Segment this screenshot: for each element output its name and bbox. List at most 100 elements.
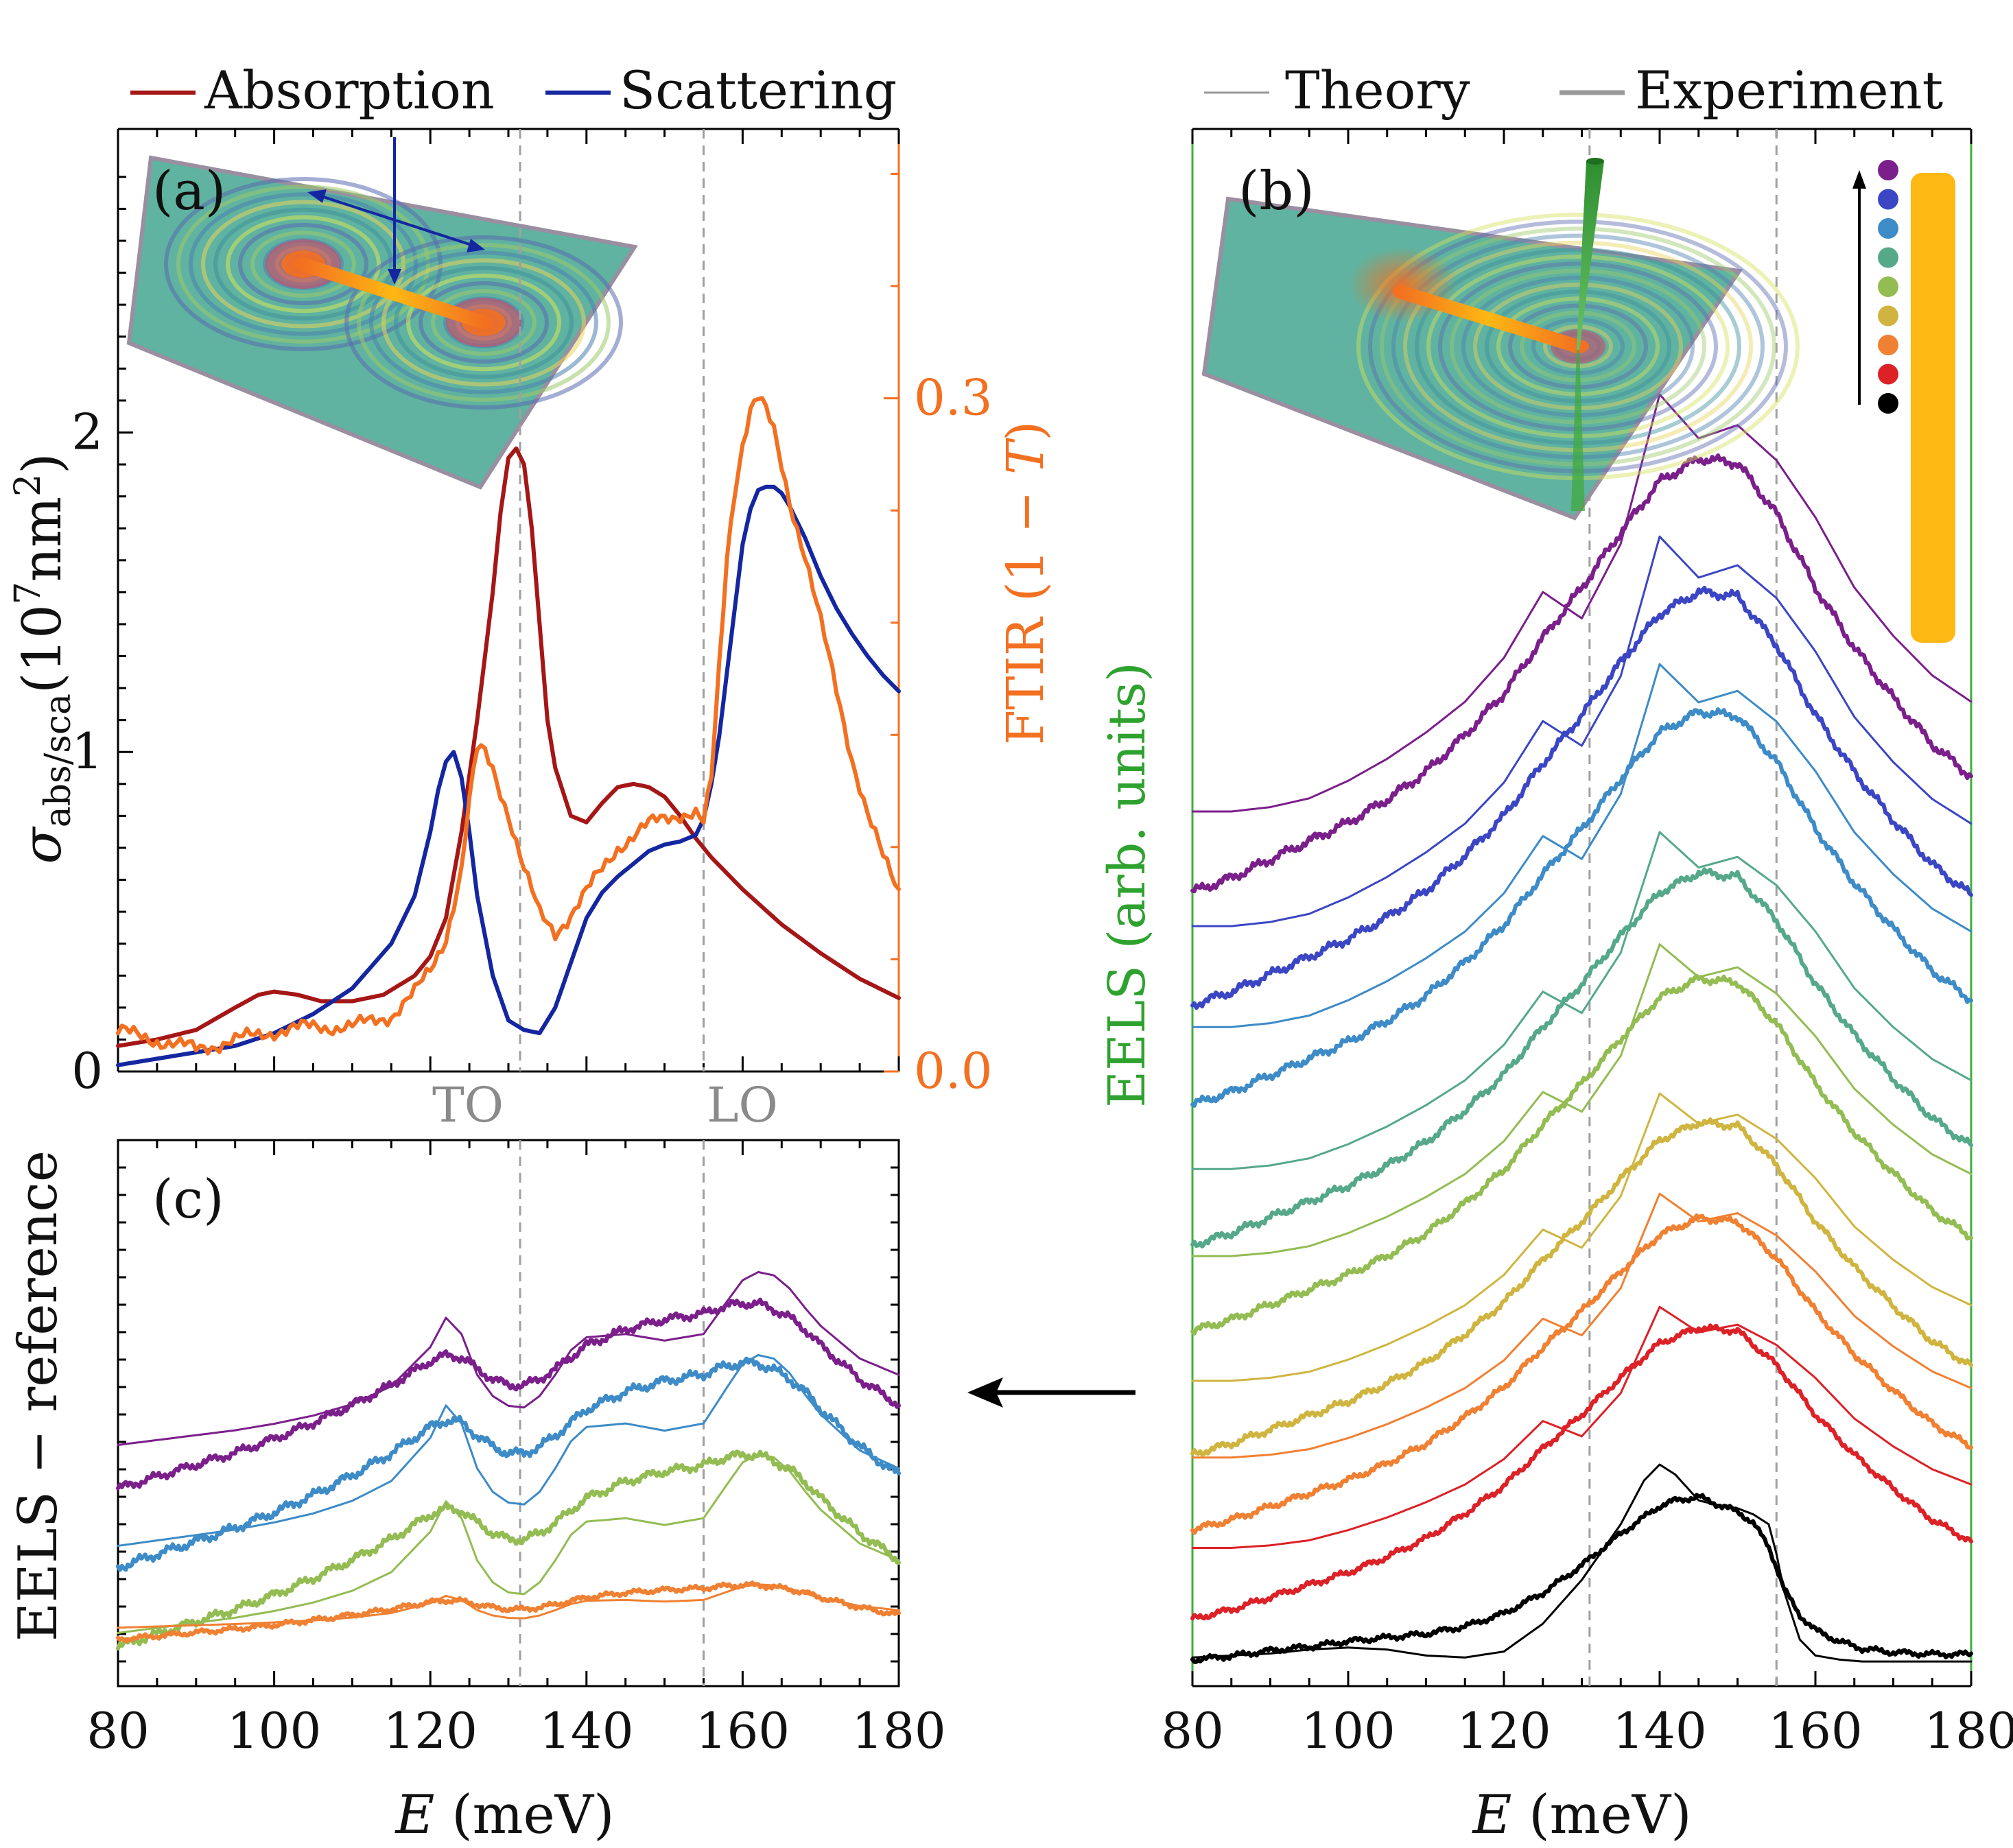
panel-b-experiment-trace: [1190, 973, 1973, 1336]
panel-b-experiment-trace: [1190, 707, 1973, 1108]
legend-absorption-label: Absorption: [204, 60, 495, 121]
panel-b-inset-electron-beam-exit: [1571, 350, 1585, 511]
panel-b-x-tick-label: 120: [1457, 1702, 1551, 1760]
position-dot: [1878, 305, 1898, 327]
panel-b-x-tick-label: 100: [1301, 1702, 1395, 1760]
panel-a-inset-incident-arrow-head: [388, 269, 401, 285]
panel-b-position-marker: [1852, 160, 1955, 643]
panel-b-x-tick-label: 160: [1768, 1702, 1862, 1760]
panel-a-inset-illustration: [126, 137, 638, 490]
panel-b-theory-trace: [1191, 1463, 1973, 1663]
position-arrow-head: [1852, 170, 1866, 189]
panel-c-tag: (c): [152, 1169, 224, 1231]
panel-c-experiment-trace: [116, 1449, 901, 1650]
panel-c-experiment-trace: [116, 1297, 901, 1491]
panel-b-experiment-trace: [1190, 453, 1973, 894]
panel-b-y-axis-title: EELS (arb. units): [1098, 662, 1157, 1108]
panel-b-theory-trace: [1191, 943, 1973, 1257]
panel-a-series-scattering: [116, 484, 901, 1067]
panel-a-y2-tick-label: 0.3: [914, 369, 993, 427]
panel-b-experiment-trace: [1190, 1117, 1973, 1457]
panel-b-inset-rod: [1393, 285, 1585, 353]
panel-b-x-tick-label: 140: [1612, 1702, 1706, 1760]
panel-a-inset-rod: [295, 257, 491, 329]
panel-b-theory-trace: [1191, 535, 1973, 927]
panel-a-inset-ring: [250, 230, 356, 298]
position-dot: [1878, 364, 1898, 385]
panel-a-inset-ring: [344, 235, 623, 410]
panel-b-theory-trace: [1191, 1092, 1973, 1382]
panel-a-inset-ring: [164, 177, 443, 351]
panel-b-theory-trace: [1191, 1305, 1973, 1549]
position-dot: [1878, 335, 1898, 355]
panel-c-y-axis-title: EELS − reference: [8, 1150, 69, 1642]
panel-a-inset-polarization-arrow-head-right: [467, 239, 485, 252]
panel-b-theory-trace: [1191, 393, 1973, 813]
panel-a-inset-ring: [238, 222, 368, 306]
panel-a-inset-ring: [213, 207, 393, 321]
panel-a-series-ftir: [116, 396, 901, 1056]
position-dot: [1878, 276, 1898, 297]
panel-a-inset-ring: [381, 258, 586, 387]
panel-a-inset-ring: [394, 265, 574, 379]
panel-a-inset-ring: [406, 273, 561, 372]
panel-c-x-tick-label: 160: [696, 1702, 790, 1760]
legend-theory-label: Theory: [1285, 60, 1470, 121]
panel-b-x-tick-label: 80: [1161, 1702, 1224, 1760]
panel-a: Absorption Scattering 0 1 2 0.0 0.3 (a) TO L…: [8, 60, 1055, 1133]
panel-a-inset-polarization-arrow-head-left: [307, 189, 327, 203]
panel-b-inset-illustration: [1201, 158, 1800, 521]
panel-a-inset-ring: [357, 243, 611, 402]
panel-a-y-axis-title: σabs/sca(107nm2): [8, 453, 79, 864]
position-dot: [1878, 189, 1898, 210]
panel-a-inset-polarization-arrow: [318, 194, 474, 247]
panel-b-theory-trace: [1191, 1192, 1973, 1459]
panel-b: Theory Experiment 80 100 120 140 160 180 (b) …: [1098, 60, 2013, 1846]
panel-b-experiment-trace: [1190, 585, 1973, 1010]
panel-b-tag: (b): [1238, 161, 1315, 222]
panel-c-experiment-trace: [116, 1580, 901, 1644]
panel-a-inset-ring: [369, 250, 598, 394]
panel-a-lo-label: LO: [707, 1077, 778, 1133]
panel-a-y-tick-label: 0: [71, 1042, 103, 1100]
panel-a-to-label: TO: [432, 1077, 504, 1133]
panel-b-rod-bar: [1911, 173, 1955, 643]
panel-b-experiment-trace: [1190, 867, 1973, 1248]
panel-a-axes: 0 1 2 0.0 0.3: [71, 128, 993, 1100]
panel-b-x-tick-label: 180: [1924, 1702, 2013, 1760]
panel-b-inset-beam-aperture: [1586, 158, 1604, 165]
position-dots: [1878, 160, 1898, 414]
panel-a-tag: (a): [152, 161, 226, 222]
panel-a-y2-tick-label: 0.0: [914, 1042, 993, 1100]
panel-b-legend: Theory Experiment: [1204, 60, 1943, 121]
position-dot: [1878, 160, 1898, 180]
panel-a-y2-axis-title: FTIR (1 − T): [996, 421, 1055, 745]
panel-b-experiment-trace: [1190, 1493, 1973, 1664]
b-to-c-arrow: [967, 1377, 1135, 1408]
legend-scattering-label: Scattering: [620, 60, 897, 121]
panel-a-legend: Absorption Scattering: [130, 60, 897, 121]
panel-a-inset-ring: [226, 215, 381, 313]
panel-c-x-tick-label: 100: [227, 1702, 321, 1760]
position-dot: [1878, 247, 1898, 268]
panel-c-x-tick-label: 80: [86, 1702, 150, 1760]
panel-a-y-tick-label: 2: [71, 403, 103, 460]
panel-c-experiment-trace: [116, 1356, 901, 1572]
position-dot: [1878, 218, 1898, 239]
panel-a-series-absorption: [116, 446, 901, 1048]
panel-b-experiment-trace: [1190, 1323, 1973, 1621]
panel-b-theory-trace: [1191, 831, 1973, 1170]
panel-b-theory-trace: [1191, 663, 1973, 1028]
panel-c-axes: 80 100 120 140 160 180: [86, 1139, 946, 1760]
panel-b-inset-electron-beam: [1577, 161, 1604, 350]
panel-c-x-tick-label: 180: [851, 1702, 945, 1760]
panel-c-plot: [116, 1140, 901, 1686]
panel-a-plot: [116, 129, 901, 1071]
panel-c-frame: [117, 1139, 900, 1687]
panel-b-axes: 80 100 120 140 160 180: [1161, 128, 2013, 1760]
panel-a-inset-ring: [189, 192, 418, 336]
panel-c-x-tick-label: 120: [383, 1702, 477, 1760]
panel-a-inset-ring: [419, 281, 549, 364]
panel-b-inset-slab: [1201, 196, 1743, 521]
panel-a-inset-ring: [176, 185, 430, 344]
